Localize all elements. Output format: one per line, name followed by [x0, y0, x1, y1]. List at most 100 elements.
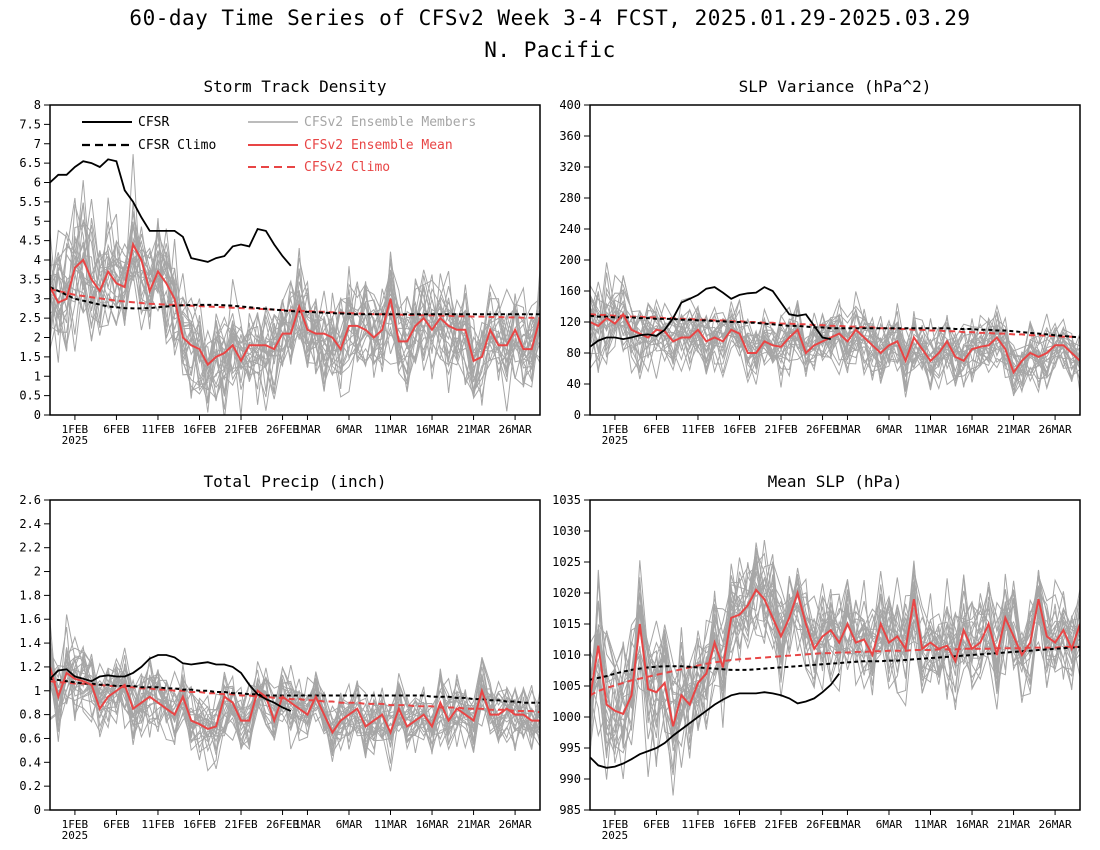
y-tick-label: 200 [559, 253, 581, 267]
x-tick-label: 26MAR [499, 423, 532, 436]
x-tick-label: 21MAR [457, 818, 490, 831]
y-tick-label: 1.8 [19, 588, 41, 602]
cfsr-line [590, 286, 831, 348]
x-tick-label: 6FEB [643, 818, 670, 831]
y-tick-label: 3 [34, 292, 41, 306]
y-tick-label: 1010 [552, 648, 581, 662]
y-tick-label: 6 [34, 176, 41, 190]
y-tick-label: 320 [559, 160, 581, 174]
y-tick-label: 1005 [552, 679, 581, 693]
y-tick-label: 1 [34, 684, 41, 698]
y-tick-label: 0.8 [19, 708, 41, 722]
legend-label-members: CFSv2 Ensemble Members [304, 115, 476, 130]
y-tick-label: 0 [34, 408, 41, 422]
x-tick-label: 26MAR [1039, 818, 1072, 831]
y-tick-label: 5 [34, 214, 41, 228]
x-tick-label: 26MAR [1039, 423, 1072, 436]
y-tick-label: 120 [559, 315, 581, 329]
panel-title-precip: Total Precip (inch) [203, 472, 386, 491]
y-tick-label: 1000 [552, 710, 581, 724]
ensemble-member-line [590, 291, 1080, 392]
x-tick-label: 6FEB [643, 423, 670, 436]
x-tick-label: 11MAR [374, 818, 407, 831]
ensemble-member-line [590, 309, 1080, 391]
y-tick-label: 2.5 [19, 311, 41, 325]
ensemble-member-line [50, 648, 540, 756]
y-tick-label: 1020 [552, 586, 581, 600]
x-tick-label: 6FEB [103, 818, 130, 831]
x-tick-label: 11FEB [681, 423, 714, 436]
x-tick-label: 1FEB [602, 423, 629, 436]
cfsr-climo-line [590, 314, 1080, 339]
ensemble-member-line [590, 547, 1080, 796]
y-tick-label: 0 [34, 803, 41, 817]
y-tick-label: 7.5 [19, 117, 41, 131]
ensemble-member-line [590, 562, 1080, 759]
ensemble-member-line [590, 566, 1080, 751]
x-tick-label: 1FEB [62, 423, 89, 436]
y-tick-label: 6.5 [19, 156, 41, 170]
x-tick-label: 6MAR [876, 423, 903, 436]
x-tick-label: 1FEB [62, 818, 89, 831]
cfsr-climo-line [50, 286, 540, 316]
cfsv2-climo-line [50, 680, 540, 714]
y-tick-label: 2 [34, 331, 41, 345]
ensemble-member-line [50, 651, 540, 751]
ensemble-member-line [590, 562, 1080, 755]
x-tick-label: 16FEB [723, 818, 756, 831]
y-tick-label: 2 [34, 565, 41, 579]
cfsr-line [50, 654, 292, 712]
x-tick-label: 1MAR [834, 423, 861, 436]
plot-frame [49, 499, 541, 811]
x-tick-label: 26FEB [806, 423, 839, 436]
x-tick-label: 11FEB [141, 423, 174, 436]
panel-title-mean-slp: Mean SLP (hPa) [768, 472, 903, 491]
ensemble-member-line [590, 550, 1080, 780]
y-tick-label: 4 [34, 253, 41, 267]
x-tick-label: 16MAR [955, 423, 988, 436]
x-tick-label: 1MAR [294, 818, 321, 831]
panel-slp-variance: SLP Variance (hPa^2) 0 40 80 120 160 200 240 280… [559, 77, 1081, 447]
x-tick-label: 6MAR [336, 423, 363, 436]
ensemble-mean-line [50, 241, 540, 367]
ensemble-mean-line [590, 312, 1080, 375]
y-tick-label: 240 [559, 222, 581, 236]
x-tick-label: 21FEB [764, 423, 797, 436]
ensemble-member-line [590, 292, 1080, 379]
ensemble-members [50, 614, 540, 772]
x-year-label: 2025 [602, 434, 629, 447]
y-tick-label: 0 [574, 408, 581, 422]
x-tick-label: 21MAR [457, 423, 490, 436]
cfsv2-climo-line [590, 313, 1080, 339]
x-year-label: 2025 [62, 829, 89, 842]
x-tick-label: 16FEB [723, 423, 756, 436]
panel-total-precip: Total Precip (inch) 0 0.2 0.4 0.6 0.8 1 1.2 1.4 1… [19, 472, 541, 842]
y-tick-label: 8 [34, 98, 41, 112]
x-tick-label: 6FEB [103, 423, 130, 436]
cfsv2-climo-line [50, 288, 540, 320]
cfsr-line [50, 158, 292, 267]
x-tick-label: 16MAR [415, 423, 448, 436]
y-tick-label: 1030 [552, 524, 581, 538]
y-tick-label: 1015 [552, 617, 581, 631]
x-year-label: 2025 [62, 434, 89, 447]
ensemble-member-line [590, 561, 1080, 746]
panel-title-storm-track: Storm Track Density [203, 77, 386, 96]
ensemble-mean-line [590, 588, 1080, 727]
x-tick-label: 21MAR [997, 818, 1030, 831]
x-tick-label: 6MAR [336, 818, 363, 831]
plot-frame [589, 499, 1081, 811]
y-tick-label: 3.5 [19, 272, 41, 286]
y-tick-label: 2.4 [19, 517, 41, 531]
ensemble-member-line [50, 651, 540, 770]
cfsr-line [590, 673, 840, 769]
x-tick-label: 6MAR [876, 818, 903, 831]
y-tick-label: 0.5 [19, 389, 41, 403]
cfsr-climo-line [50, 677, 540, 704]
x-tick-label: 21FEB [224, 818, 257, 831]
y-tick-label: 990 [559, 772, 581, 786]
x-tick-label: 1MAR [294, 423, 321, 436]
legend-label-ens-mean: CFSv2 Ensemble Mean [304, 138, 453, 153]
legend-label-cfsr: CFSR [138, 115, 169, 130]
x-tick-label: 11MAR [374, 423, 407, 436]
